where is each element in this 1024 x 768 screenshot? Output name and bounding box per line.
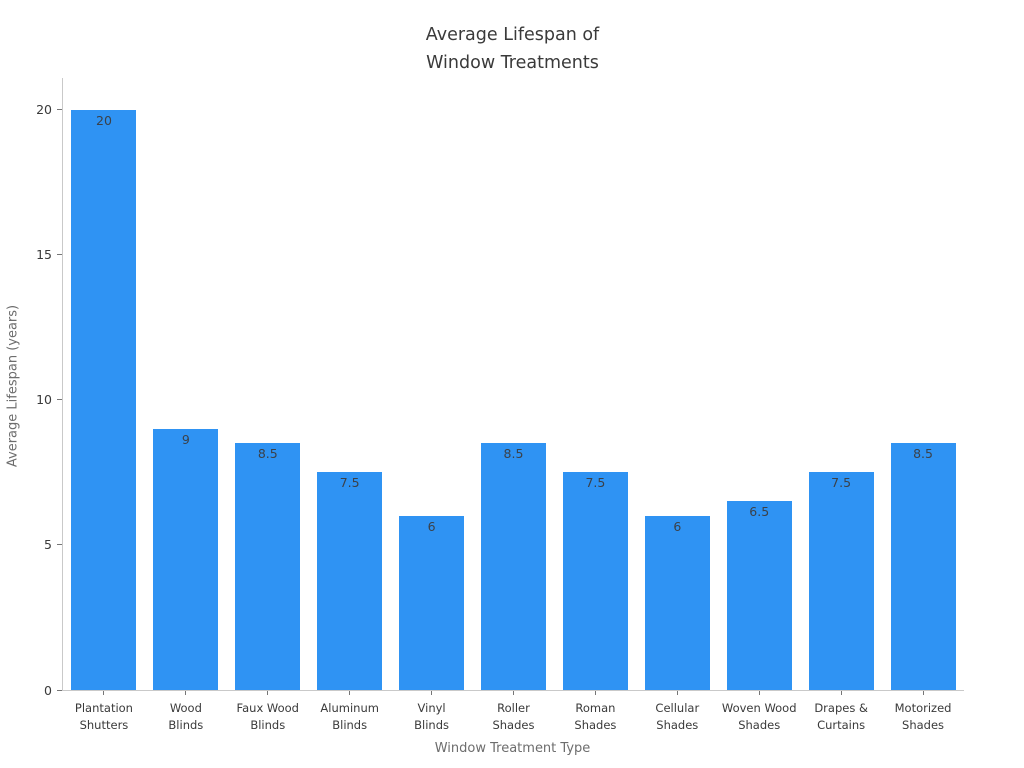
x-category-label: Plantation Shutters	[74, 701, 133, 732]
bar-value-label: 9	[181, 431, 190, 447]
x-tick-mark	[349, 691, 351, 695]
x-category-label: Aluminum Blinds	[320, 701, 379, 732]
bar: 7.5	[562, 472, 628, 690]
bar-value-label: 8.5	[503, 446, 524, 462]
bar-value-label: 6	[427, 518, 436, 534]
bar-value-label: 8.5	[257, 446, 278, 462]
bar: 7.5	[808, 472, 874, 690]
y-tick-label: 15	[36, 247, 52, 263]
bar: 9	[153, 428, 219, 690]
x-category-label: Drapes & Curtains	[814, 701, 868, 732]
bar-value-label: 6	[673, 518, 682, 534]
bar: 7.5	[317, 472, 383, 690]
x-tick-mark	[267, 691, 269, 695]
bar: 20	[71, 109, 137, 690]
chart-title: Average Lifespan of Window Treatments	[425, 25, 600, 73]
bar-value-label: 7.5	[831, 475, 852, 491]
x-tick-mark	[758, 691, 760, 695]
x-category-label: Motorized Shades	[894, 701, 952, 732]
x-category-label: Cellular Shades	[655, 701, 700, 732]
bar: 8.5	[235, 443, 301, 690]
x-category-label: Woven Wood Shades	[721, 701, 797, 732]
x-tick-mark	[185, 691, 187, 695]
x-tick-mark	[676, 691, 678, 695]
y-tick-mark	[57, 109, 62, 111]
bar-value-label: 8.5	[913, 446, 933, 462]
bar: 8.5	[481, 443, 546, 690]
bar-value-label: 7.5	[339, 475, 360, 491]
bar-value-label: 7.5	[585, 475, 606, 491]
x-category-label: Faux Wood Blinds	[236, 701, 299, 732]
x-tick-mark	[922, 691, 924, 695]
x-axis-label: Window Treatment Type	[434, 741, 591, 756]
x-tick-mark	[840, 691, 842, 695]
x-tick-mark	[103, 691, 105, 695]
y-tick-label: 10	[36, 392, 52, 408]
x-tick-mark	[594, 691, 596, 695]
plot-area: 20 Plantation Shutters 9 Wood Blinds 8.5 Faux…	[36, 78, 964, 732]
bar: 6.5	[726, 501, 792, 690]
y-tick-mark	[57, 399, 62, 401]
bar: 6	[644, 515, 710, 690]
x-category-label: Roller Shades	[492, 701, 535, 732]
x-tick-mark	[431, 691, 433, 695]
y-tick-label: 0	[44, 682, 52, 698]
x-category-label: Roman Shades	[574, 701, 617, 732]
x-tick-mark	[513, 691, 514, 695]
y-tick-mark	[57, 689, 62, 691]
x-category-label: Vinyl Blinds	[414, 701, 449, 732]
y-tick-mark	[57, 544, 62, 546]
y-tick-mark	[57, 254, 62, 256]
bar: 8.5	[890, 443, 956, 690]
bar: 6	[399, 515, 465, 690]
y-axis-label: Average Lifespan (years)	[5, 304, 21, 468]
y-tick-label: 5	[44, 537, 52, 553]
x-category-label: Wood Blinds	[168, 701, 204, 732]
bar-value-label: 6.5	[749, 504, 770, 520]
y-tick-label: 20	[36, 102, 52, 118]
bar-value-label: 20	[96, 112, 112, 128]
